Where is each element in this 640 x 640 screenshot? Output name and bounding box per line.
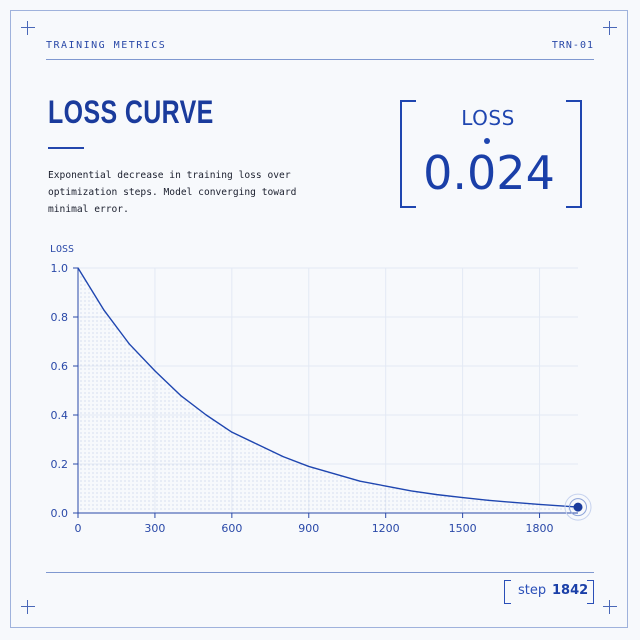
x-tick-label: 1800 [526, 522, 554, 535]
data-point [462, 496, 464, 499]
data-point [154, 370, 156, 372]
data-point [77, 267, 79, 269]
x-tick-label: 1500 [449, 522, 477, 535]
step-value: 1842 [552, 583, 589, 598]
corner-plus-icon [21, 600, 35, 614]
x-tick-label: 300 [144, 522, 165, 535]
step-right-bracket [587, 580, 594, 604]
outer-frame [10, 10, 628, 628]
data-point [513, 501, 515, 504]
title-underline [48, 147, 84, 149]
data-point [256, 443, 259, 445]
y-tick-label: 1.0 [51, 262, 69, 275]
data-point [103, 309, 105, 311]
highlight-ring-inner [569, 498, 587, 517]
header-divider [46, 59, 594, 60]
data-point [179, 394, 182, 396]
highlight-point [573, 502, 583, 512]
y-tick-label: 0.6 [51, 360, 69, 373]
data-point [333, 473, 336, 475]
page-title: LOSS CURVE [48, 94, 214, 130]
data-point [205, 414, 207, 416]
header-code: TRN-01 [551, 40, 594, 51]
x-tick-label: 600 [221, 522, 242, 535]
y-axis-label: LOSS [50, 244, 75, 255]
data-point [231, 431, 233, 433]
data-point [538, 503, 541, 506]
corner-plus-icon [21, 21, 35, 35]
x-tick-label: 900 [298, 522, 319, 535]
data-point [282, 456, 284, 458]
metric-left-bracket [400, 100, 416, 208]
metric-value: 0.024 [423, 146, 555, 200]
data-point [359, 480, 361, 482]
highlight-ring-outer [564, 493, 592, 521]
loss-area-fill [78, 268, 578, 513]
data-point [385, 485, 387, 487]
metric-right-bracket [566, 100, 582, 208]
x-tick-label: 1200 [372, 522, 400, 535]
metric-dot [484, 138, 490, 144]
header-label: TRAINING METRICS [46, 40, 167, 51]
step-label: step [518, 583, 547, 598]
step-indicator: step 1842 [504, 578, 594, 604]
x-tick-label: 0 [75, 522, 82, 535]
description: Exponential decrease in training loss ov… [48, 170, 297, 215]
data-point [436, 494, 438, 496]
y-tick-label: 0.0 [51, 507, 69, 520]
y-tick-label: 0.4 [51, 409, 69, 422]
footer-divider [46, 572, 594, 573]
metric-label: LOSS [461, 106, 515, 130]
data-point [308, 465, 310, 468]
data-point [410, 490, 412, 492]
y-tick-label: 0.2 [51, 458, 69, 471]
corner-plus-icon [603, 21, 617, 35]
data-point [128, 343, 130, 345]
data-point [487, 499, 489, 501]
step-left-bracket [504, 580, 511, 604]
corner-plus-icon [603, 600, 617, 614]
y-tick-label: 0.8 [51, 311, 69, 324]
